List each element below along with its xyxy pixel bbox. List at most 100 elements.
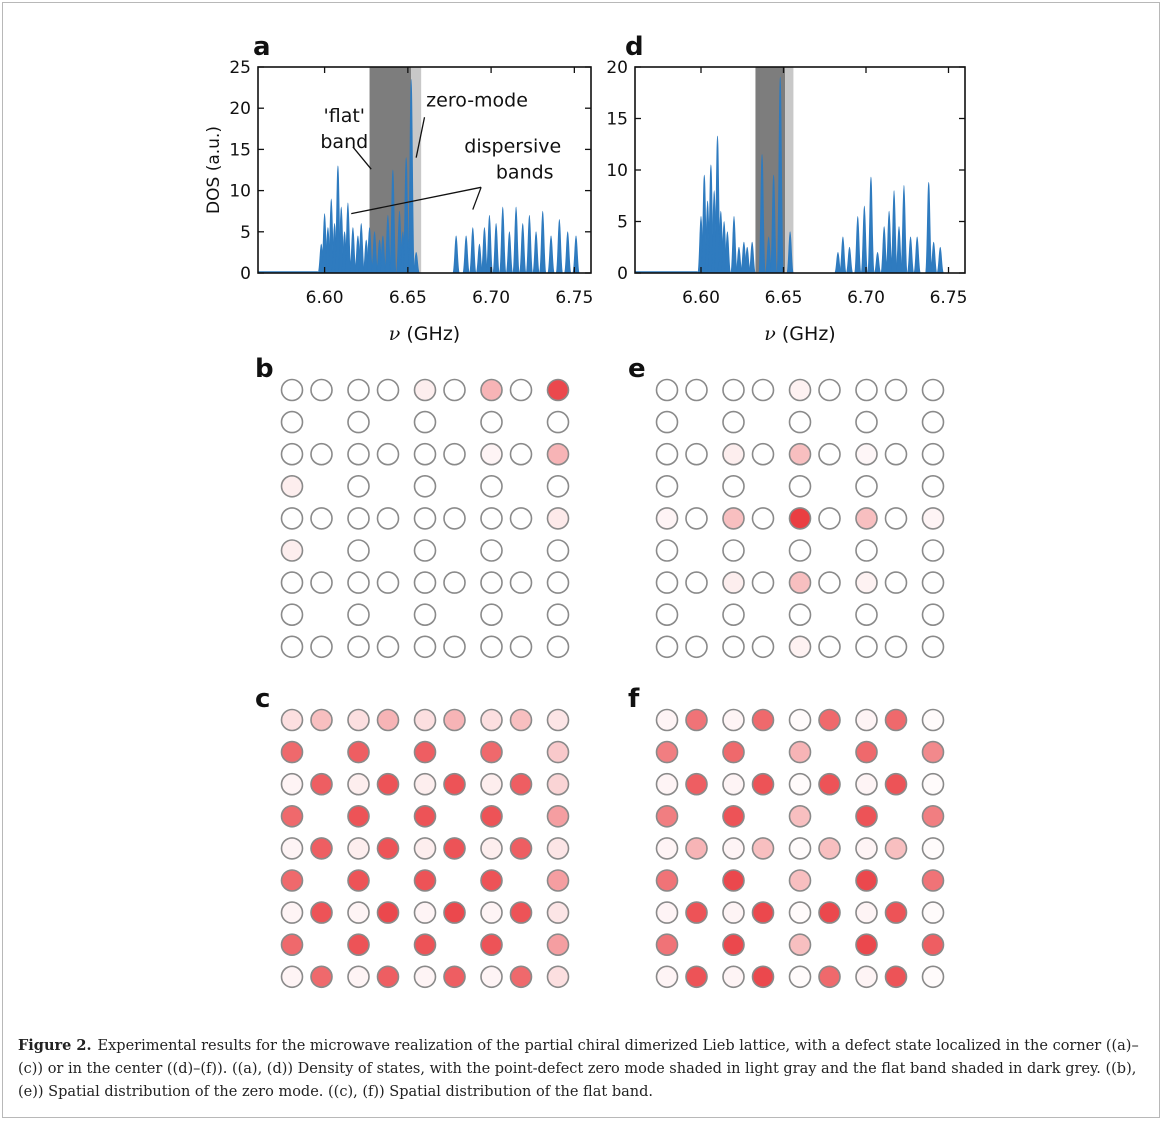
lattice-site	[685, 772, 708, 796]
lattice-site	[921, 869, 945, 892]
lattice-site	[818, 571, 841, 594]
x-tick-label: 6.60	[306, 288, 344, 308]
lattice-site	[280, 804, 304, 828]
lattice-site	[443, 378, 466, 402]
lattice-site	[480, 603, 503, 627]
lattice-site	[347, 740, 370, 764]
lattice-site	[722, 410, 745, 434]
lattice-site	[788, 539, 812, 562]
lattice-site	[480, 635, 503, 659]
lattice-site	[855, 965, 878, 989]
lattice-site	[751, 571, 775, 594]
lattice-site	[376, 965, 400, 989]
dos-peak	[512, 206, 520, 274]
lattice-site	[655, 837, 679, 860]
lattice-site	[921, 474, 945, 498]
lattice-site	[443, 837, 466, 860]
lattice-site	[818, 772, 841, 796]
lattice-site	[413, 740, 437, 764]
lattice-site	[413, 442, 437, 466]
lattice-site	[310, 708, 333, 732]
lattice-site	[788, 410, 812, 434]
lattice-site	[884, 965, 908, 989]
lattice-site	[546, 539, 570, 562]
dos-peak	[532, 231, 540, 274]
lattice-site	[376, 708, 400, 732]
lattice-site	[347, 837, 370, 860]
dos-peak	[929, 241, 938, 274]
lattice-site	[413, 869, 437, 892]
panel-letter-b: b	[255, 354, 274, 384]
lattice-site	[413, 804, 437, 828]
dos-peak	[890, 190, 898, 274]
lattice-site	[509, 708, 533, 732]
lattice-site	[443, 507, 466, 530]
lattice-site	[347, 410, 370, 434]
lattice-site	[722, 901, 745, 924]
lattice-site	[480, 933, 503, 957]
lattice-site	[546, 410, 570, 434]
lattice-site	[788, 933, 812, 957]
lattice-site	[685, 635, 708, 659]
lattice-site	[376, 507, 400, 530]
lattice-site	[655, 933, 679, 957]
lattice-site	[347, 378, 370, 402]
lattice-site	[280, 507, 304, 530]
lattice-site	[480, 772, 503, 796]
panel-letter-e: e	[628, 354, 646, 384]
lattice-site	[413, 933, 437, 957]
annotation-text: dispersive	[464, 136, 561, 158]
lattice-site	[509, 442, 533, 466]
lattice-panel-b: b	[255, 354, 570, 659]
lattice-site	[280, 378, 304, 402]
lattice-site	[751, 901, 775, 924]
dos-peak	[913, 236, 921, 274]
dos-peak	[468, 227, 477, 274]
dos-peak	[492, 223, 500, 274]
lattice-site	[722, 507, 745, 530]
lattice-site	[310, 378, 333, 402]
lattice-site	[509, 772, 533, 796]
dos-peak	[555, 219, 564, 274]
lattice-site	[722, 603, 745, 627]
lattice-site	[884, 378, 908, 402]
lattice-site	[855, 933, 878, 957]
lattice-site	[855, 708, 878, 732]
lattice-site	[546, 837, 570, 860]
lattice-site	[788, 635, 812, 659]
lattice-site	[280, 933, 304, 957]
lattice-site	[546, 804, 570, 828]
lattice-site	[921, 965, 945, 989]
lattice-site	[921, 837, 945, 860]
dos-peak	[525, 214, 534, 274]
lattice-site	[788, 474, 812, 498]
lattice-site	[310, 901, 333, 924]
dos-peak	[730, 215, 738, 274]
lattice-site	[443, 708, 466, 732]
lattice-site	[855, 474, 878, 498]
lattice-site	[310, 837, 333, 860]
lattice-site	[546, 474, 570, 498]
dos-peak	[936, 246, 945, 274]
lattice-site	[884, 571, 908, 594]
lattice-site	[818, 378, 841, 402]
lattice-site	[655, 708, 679, 732]
dos-peak	[853, 215, 862, 274]
lattice-site	[443, 442, 466, 466]
lattice-site	[280, 474, 304, 498]
x-tick-label: 6.60	[682, 288, 720, 308]
lattice-site	[280, 965, 304, 989]
lattice-site	[413, 539, 437, 562]
lattice-site	[347, 603, 370, 627]
dos-peak	[769, 174, 778, 274]
lattice-site	[655, 378, 679, 402]
lattice-site	[480, 837, 503, 860]
lattice-site	[751, 507, 775, 530]
lattice-site	[722, 933, 745, 957]
lattice-site	[921, 708, 945, 732]
lattice-site	[788, 901, 812, 924]
lattice-site	[722, 869, 745, 892]
lattice-site	[280, 869, 304, 892]
lattice-site	[788, 442, 812, 466]
lattice-site	[480, 571, 503, 594]
